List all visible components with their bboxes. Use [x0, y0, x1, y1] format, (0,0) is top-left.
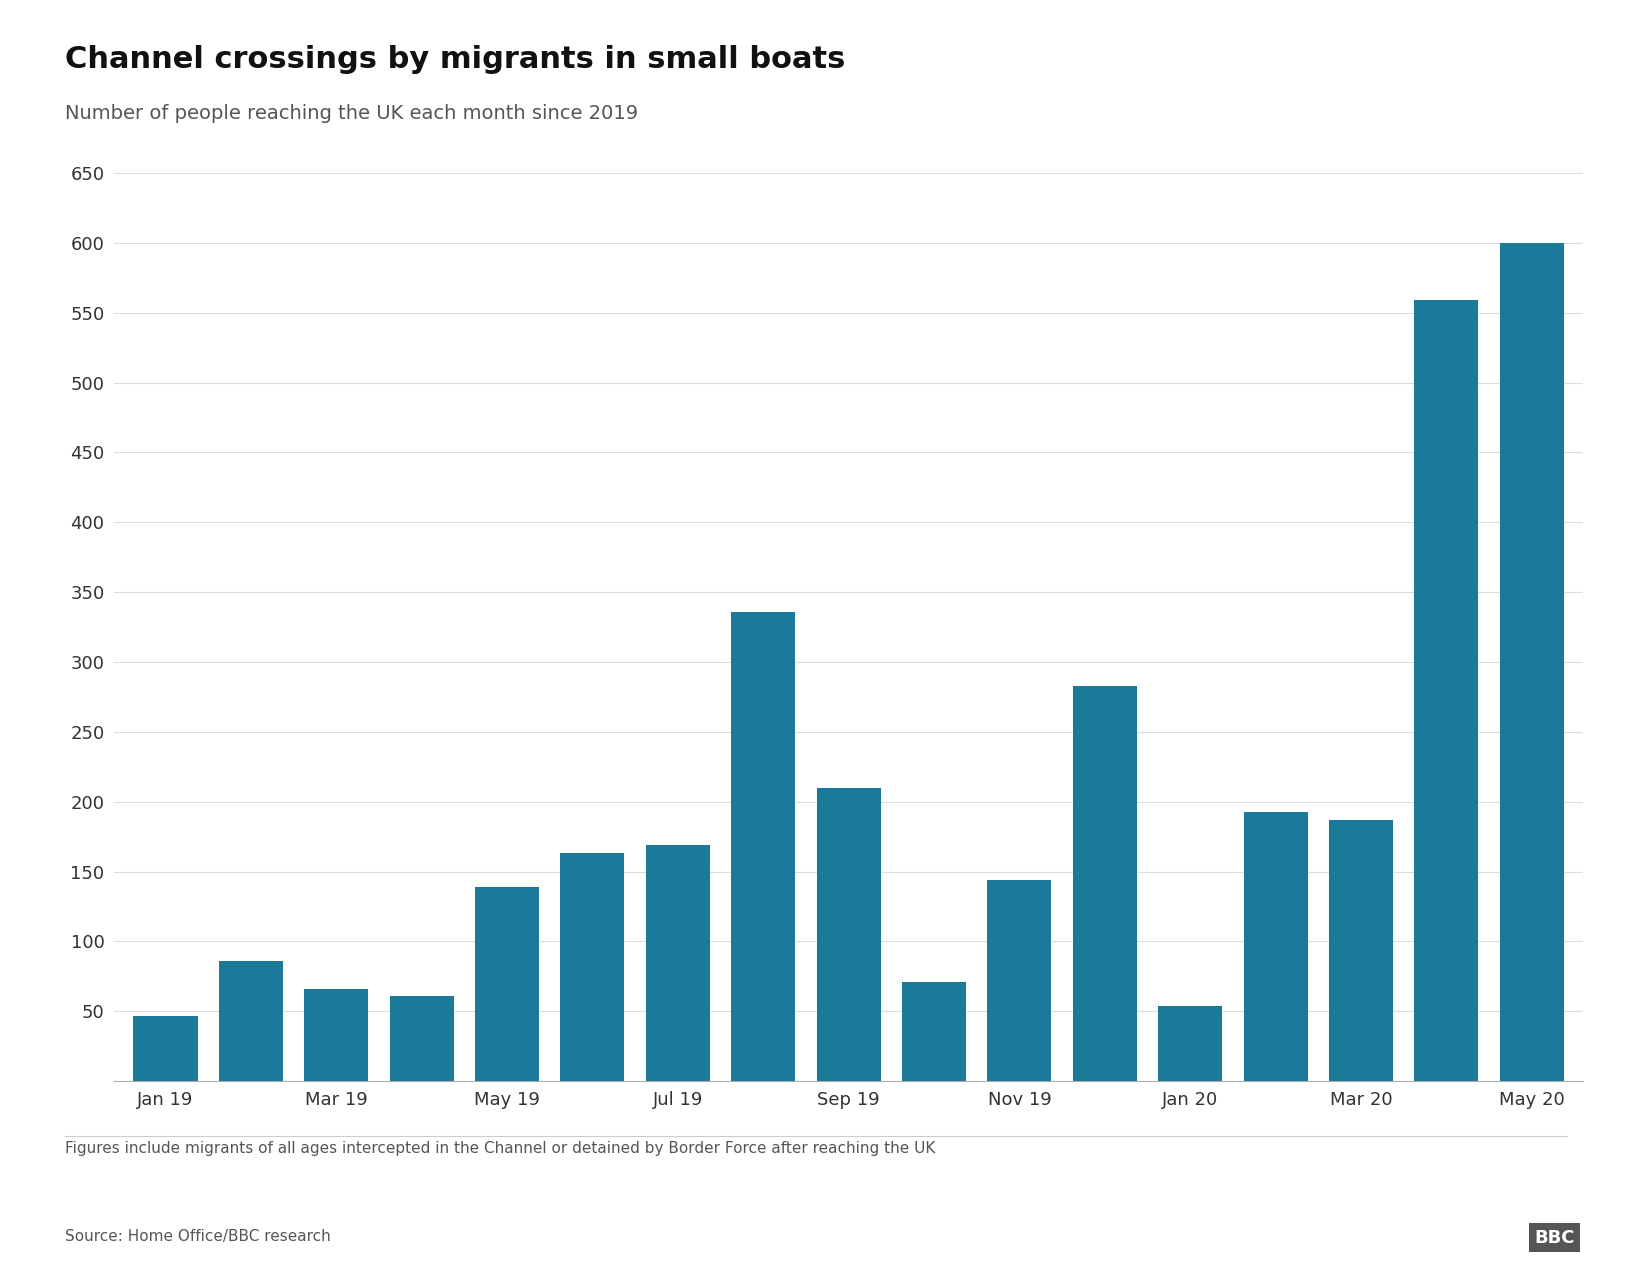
Bar: [304, 990, 369, 1081]
Bar: [390, 996, 454, 1081]
Bar: [134, 1015, 197, 1081]
Bar: [1072, 686, 1138, 1081]
Bar: [560, 854, 625, 1081]
Bar: [1159, 1006, 1222, 1081]
Bar: [1500, 243, 1563, 1081]
Bar: [475, 887, 539, 1081]
Text: Number of people reaching the UK each month since 2019: Number of people reaching the UK each mo…: [65, 104, 638, 123]
Bar: [902, 982, 966, 1081]
Text: BBC: BBC: [1534, 1229, 1575, 1247]
Text: Figures include migrants of all ages intercepted in the Channel or detained by B: Figures include migrants of all ages int…: [65, 1141, 935, 1156]
Text: Channel crossings by migrants in small boats: Channel crossings by migrants in small b…: [65, 45, 845, 74]
Bar: [731, 612, 795, 1081]
Text: Source: Home Office/BBC research: Source: Home Office/BBC research: [65, 1229, 331, 1244]
Bar: [219, 962, 282, 1081]
Bar: [646, 845, 710, 1081]
Bar: [987, 880, 1051, 1081]
Bar: [1328, 820, 1394, 1081]
Bar: [1244, 812, 1307, 1081]
Bar: [816, 787, 881, 1081]
Bar: [1415, 300, 1479, 1081]
